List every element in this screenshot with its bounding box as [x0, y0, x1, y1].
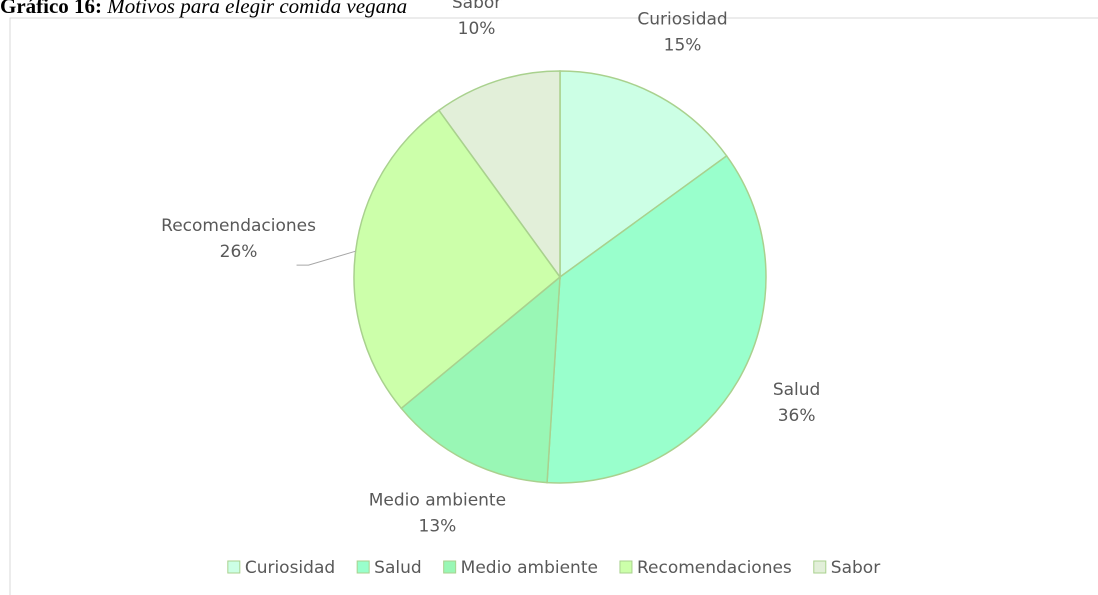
slice-value-label: 15% — [664, 35, 702, 55]
slice-label: Recomendaciones — [161, 216, 316, 236]
legend-swatch — [813, 560, 827, 574]
slice-label: Medio ambiente — [369, 491, 506, 511]
slice-label: Salud — [773, 380, 821, 400]
legend-label: Sabor — [831, 558, 880, 578]
legend-label: Medio ambiente — [461, 558, 598, 578]
legend-swatch — [443, 560, 457, 574]
pie-slice — [400, 275, 561, 484]
leader-line — [296, 250, 356, 266]
legend-swatch — [619, 560, 633, 574]
title: Gráfico 16: Motivos para elegir comida v… — [0, 0, 407, 19]
slice-value-label: 26% — [220, 242, 258, 262]
pie-slice — [353, 109, 562, 410]
legend-label: Curiosidad — [245, 558, 335, 578]
slice-label: Curiosidad — [637, 9, 727, 29]
slice-value-label: 10% — [458, 19, 496, 39]
chart-title: Motivos para elegir comida vegana — [107, 0, 408, 18]
legend-label: Salud — [374, 558, 422, 578]
legend-swatch — [356, 560, 370, 574]
legend: Curiosidad Salud Medio ambiente Recomendaci… — [227, 558, 880, 578]
slice-value-label: 13% — [419, 517, 457, 537]
chart-frame — [9, 17, 1098, 595]
legend-swatch — [227, 560, 241, 574]
legend-label: Recomendaciones — [637, 558, 792, 578]
pie-slice — [546, 154, 767, 484]
slice-value-label: 36% — [778, 406, 816, 426]
pie-slice — [437, 70, 561, 280]
figure-label: Gráfico 16: — [0, 0, 103, 18]
slice-label: Sabor — [452, 0, 501, 13]
pie-slice — [559, 70, 728, 279]
